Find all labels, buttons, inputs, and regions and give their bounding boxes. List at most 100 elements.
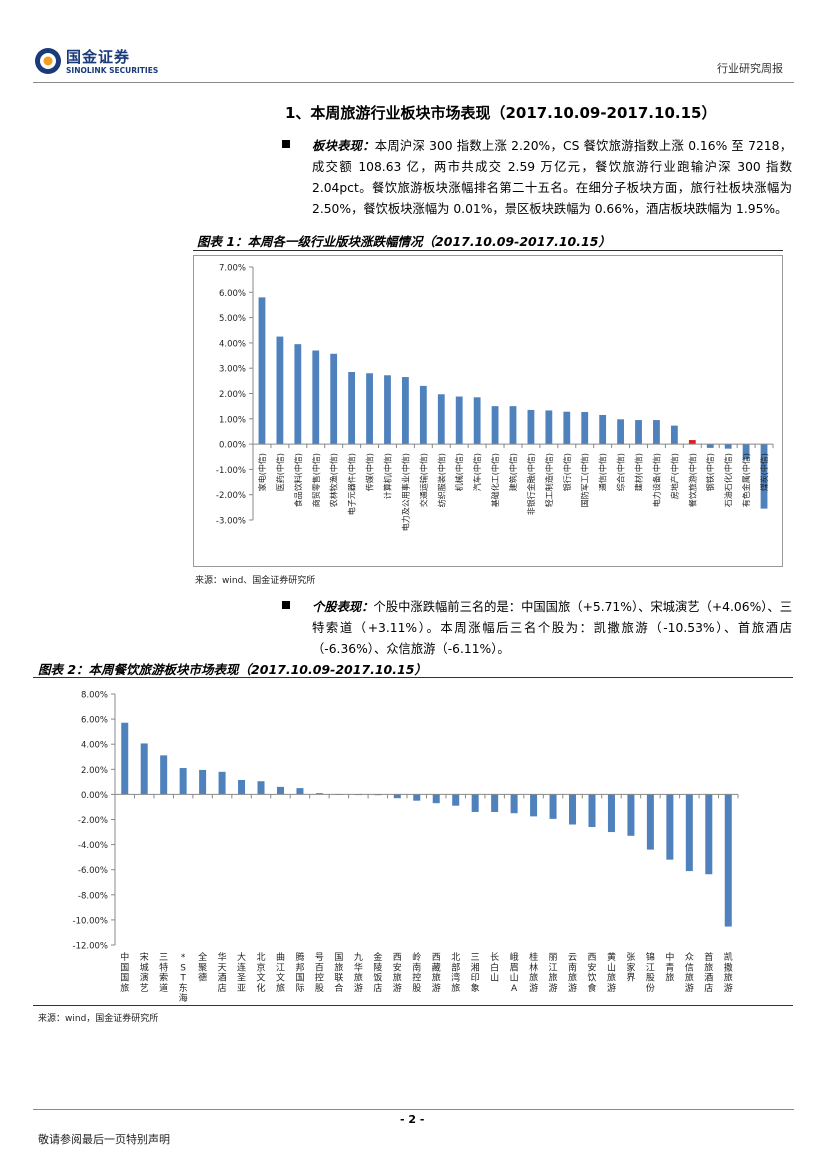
- category-label: 全聚德: [198, 951, 207, 984]
- y-tick-label: 5.00%: [219, 314, 246, 324]
- category-label: *ST东海A: [179, 953, 188, 1002]
- chart-bar: [653, 420, 660, 445]
- chart-bar: [238, 779, 246, 795]
- chart-bar: [724, 794, 732, 927]
- chart-bar: [276, 786, 284, 795]
- category-label: 众信旅游: [685, 952, 694, 994]
- y-tick-label: -8.00%: [78, 891, 108, 901]
- category-label: 建材(中信): [634, 453, 644, 491]
- category-label: 西藏旅游: [432, 952, 441, 994]
- category-label: 计算机(中信): [382, 453, 392, 499]
- chart-bar: [312, 350, 320, 445]
- category-label: 长白山: [490, 951, 499, 984]
- chart-bar: [471, 794, 479, 812]
- category-label: 北部湾旅: [451, 952, 460, 994]
- bullet-icon: [282, 601, 290, 609]
- category-label: 非银行金融(中信): [526, 453, 536, 515]
- figure-1-rule: [193, 250, 783, 251]
- chart-bar: [473, 397, 481, 445]
- category-label: 三湘印象: [471, 953, 480, 994]
- category-label: 餐饮旅游(中信): [687, 453, 697, 507]
- category-label: 综合(中信): [616, 453, 626, 491]
- chart-bar: [588, 794, 596, 828]
- chart-bar: [257, 781, 265, 795]
- category-label: 腾邦国际: [295, 951, 304, 994]
- stock-performance-paragraph: 个股表现：个股中涨跌幅前三名的是：中国国旅（+5.71%）、宋城演艺（+4.06…: [282, 597, 792, 660]
- figure-1-frame: [193, 255, 783, 567]
- industry-performance-chart: 7.00% 6.00% 5.00% 4.00% 3.00% 2.00% 1.00% 0.00%…: [216, 264, 774, 531]
- paragraph-text: 个股中涨跌幅前三名的是：中国国旅（+5.71%）、宋城演艺（+4.06%）、三特…: [312, 600, 792, 656]
- category-label: 电子元器件(中信): [347, 453, 357, 515]
- y-tick-label: 2.00%: [81, 766, 108, 776]
- y-tick-label: -4.00%: [78, 841, 108, 851]
- chart-bar: [549, 794, 557, 819]
- category-label: 电力设备(中信): [651, 453, 661, 507]
- chart-bar: [527, 409, 535, 445]
- y-tick-label: 6.00%: [219, 289, 246, 299]
- chart-bar: [432, 794, 440, 804]
- chart-bar: [685, 794, 693, 872]
- paragraph-lead: 个股表现：: [312, 600, 374, 614]
- chart-bar: [607, 794, 615, 833]
- chart-bar: [510, 794, 518, 814]
- chart-bar: [160, 755, 168, 795]
- category-label: 首旅酒店: [704, 951, 713, 994]
- category-label: 汽车(中信): [472, 453, 482, 491]
- chart-bar: [452, 794, 460, 806]
- y-tick-label: -2.00%: [78, 816, 108, 826]
- category-label: 锦江股份: [646, 951, 655, 994]
- chart-bar: [366, 373, 373, 445]
- category-label: 纺织服装(中信): [436, 453, 446, 507]
- category-label: 张家界: [626, 952, 635, 984]
- chart-bar: [670, 425, 678, 445]
- category-label: 岭南控股: [412, 951, 421, 994]
- y-tick-label: -12.00%: [73, 942, 108, 952]
- y-tick-label: 3.00%: [219, 365, 246, 375]
- category-label: 交通运输(中信): [418, 453, 428, 507]
- category-label: 机械(中信): [454, 453, 464, 491]
- category-label: 华天酒店: [218, 951, 227, 994]
- category-label: 食品饮料(中信): [293, 453, 303, 507]
- chart-bar: [509, 406, 517, 445]
- chart-bar: [455, 396, 463, 445]
- logo-chinese-name: 国金证券: [66, 48, 131, 66]
- category-label: 有色金属(中信): [741, 453, 751, 507]
- chart-bar: [258, 297, 266, 445]
- category-label: 国旅联合: [334, 952, 343, 994]
- category-label: 曲江文旅: [276, 952, 285, 994]
- chart-bar: [688, 440, 696, 445]
- logo-english-name: SINOLINK SECURITIES: [66, 66, 159, 75]
- y-tick-label: -2.00%: [216, 491, 246, 501]
- chart-bar: [627, 794, 635, 836]
- chart-bar: [294, 344, 302, 445]
- footer-divider: [33, 1109, 794, 1110]
- category-label: 宋城演艺: [140, 951, 149, 994]
- chart-bar: [121, 722, 129, 795]
- chart-bar: [348, 371, 356, 445]
- disclaimer-note: 敬请参阅最后一页特别声明: [38, 1133, 170, 1146]
- category-label: 中青旅: [665, 951, 674, 984]
- chart-bar: [530, 794, 538, 817]
- y-tick-label: 0.00%: [219, 441, 246, 451]
- chart-bar: [666, 794, 674, 860]
- chart-bar: [413, 794, 421, 801]
- y-tick-label: 1.00%: [219, 415, 246, 425]
- chart-bar: [760, 444, 768, 509]
- category-label: 号百控股: [315, 952, 324, 994]
- category-label: 金陵饭店: [373, 951, 382, 994]
- chart-bar: [402, 377, 409, 445]
- category-label: 钢铁(中信): [705, 453, 715, 491]
- category-label: 云南旅游: [568, 953, 577, 994]
- y-tick-label: 8.00%: [81, 691, 108, 701]
- chart-bar: [646, 794, 654, 850]
- chart-bar: [437, 394, 445, 445]
- category-label: 商贸零售(中信): [311, 453, 321, 507]
- category-label: 农林牧渔(中信): [329, 453, 339, 507]
- tourism-stock-chart: 8.00% 6.00% 4.00% 2.00% 0.00% -2.00% -4.00% -6.…: [73, 691, 739, 1002]
- category-label: 黄山旅游: [607, 951, 616, 994]
- logo-icon: [35, 48, 61, 74]
- category-label: 银行(中信): [562, 453, 572, 491]
- category-label: 九华旅游: [354, 952, 363, 994]
- chart-bar: [393, 794, 401, 799]
- header-divider: [33, 82, 794, 83]
